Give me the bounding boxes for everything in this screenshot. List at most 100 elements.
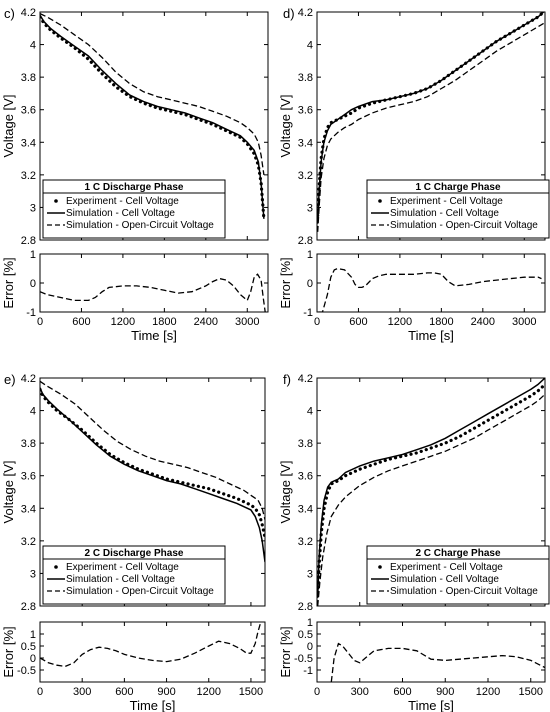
- x-tick-label: 0: [314, 686, 320, 698]
- y-tick-label: 1: [307, 249, 313, 261]
- y-tick-label: 0.5: [298, 629, 313, 641]
- y-tick-label: 3.2: [21, 170, 36, 182]
- y-tick-label: 0: [307, 641, 313, 653]
- x-tick-label: 1500: [519, 686, 543, 698]
- y-tick-label: 3.2: [298, 170, 313, 182]
- x-tick-label: 600: [72, 316, 90, 328]
- subplot-e-voltage: 2.8 3 3.2 3.4 3.6 3.8 4 4.2 Voltage [V] e) 2 C Dis…: [1, 372, 266, 613]
- y-tick-label: 0: [30, 653, 36, 665]
- x-tick-label: 2400: [471, 316, 495, 328]
- plot-area: [317, 12, 545, 232]
- x-tick-label: 0: [314, 316, 320, 328]
- plot-area: [40, 380, 265, 563]
- x-tick-label: 3000: [235, 316, 259, 328]
- panel-letter: e): [4, 372, 16, 387]
- x-tick-label: 1800: [152, 316, 176, 328]
- x-tick-label: 600: [393, 686, 411, 698]
- legend-entry: Simulation - Cell Voltage: [390, 574, 499, 585]
- x-tick-label: 300: [351, 686, 369, 698]
- y-tick-label: 3: [307, 568, 313, 580]
- legend-title: 1 C Charge Phase: [415, 182, 500, 193]
- y-tick-label: 3.4: [298, 503, 313, 515]
- y-tick-label: 4.2: [21, 7, 36, 19]
- y-tick-label: 3.6: [21, 471, 36, 483]
- legend-marker-dot: [378, 565, 382, 569]
- y-tick-label: 3.8: [298, 438, 313, 450]
- y-tick-label: 1: [30, 249, 36, 261]
- legend: 2 C Charge Phase Experiment - Cell Voltag…: [366, 545, 550, 605]
- y-tick-label: -1: [26, 307, 36, 319]
- panel-letter: d): [283, 6, 295, 21]
- plot-area: [40, 622, 262, 668]
- x-tick-label: 1800: [429, 316, 453, 328]
- legend-entry: Simulation - Cell Voltage: [390, 208, 499, 219]
- y-tick-label: 3.6: [298, 105, 313, 117]
- x-tick-label: 0: [37, 686, 43, 698]
- x-axis-label: Time [s]: [131, 328, 177, 343]
- series-experiment-cell-voltage: [40, 15, 266, 221]
- y-tick-label: 2.8: [21, 601, 36, 613]
- x-tick-label: 1200: [388, 316, 412, 328]
- x-axis-label: Time [s]: [408, 698, 454, 712]
- x-tick-label: 900: [157, 686, 175, 698]
- series-simulation-ocv: [317, 22, 544, 232]
- legend-marker-dot: [54, 565, 58, 569]
- legend-marker-dot: [378, 199, 382, 203]
- series-simulation-cell-voltage: [317, 12, 545, 224]
- axes-box: [316, 253, 546, 313]
- axes-box: [316, 11, 546, 241]
- legend-marker-dot: [54, 199, 58, 203]
- legend-entry: Experiment - Cell Voltage: [66, 196, 179, 207]
- series-simulation-ocv: [40, 380, 265, 520]
- y-tick-label: 3.4: [298, 137, 313, 149]
- y-tick-label: 4: [30, 40, 36, 52]
- legend-box: [366, 179, 550, 239]
- y-tick-label: 2.8: [298, 235, 313, 247]
- y-tick-label: 4.2: [298, 373, 313, 385]
- legend-box: [42, 545, 226, 605]
- x-axis-label: Time [s]: [408, 328, 454, 343]
- y-tick-label: 3.8: [298, 72, 313, 84]
- x-tick-label: 2400: [194, 316, 218, 328]
- legend-title: 1 C Discharge Phase: [85, 182, 184, 193]
- axes-box: [316, 377, 546, 607]
- y-tick-label: 1: [307, 617, 313, 629]
- plot-area: [330, 642, 545, 682]
- y-tick-label: -0.5: [17, 665, 36, 677]
- plot-area: [40, 13, 266, 221]
- series-experiment-cell-voltage: [317, 382, 545, 595]
- y-tick-label: -1: [303, 307, 313, 319]
- y-tick-label: 0: [307, 278, 313, 290]
- subplot-f-voltage: 2.8 3 3.2 3.4 3.6 3.8 4 4.2 Voltage [V] f) 2 C Cha…: [278, 372, 550, 613]
- y-tick-label: 3: [30, 202, 36, 214]
- subplot-c-voltage: 2.8 3 3.2 3.4 3.6 3.8 4 4.2 Voltage [V] c) 1 C Dis…: [1, 6, 269, 247]
- legend-title: 2 C Discharge Phase: [85, 548, 184, 559]
- legend-entry: Experiment - Cell Voltage: [390, 562, 503, 573]
- series-error: [40, 273, 266, 312]
- y-tick-label: 3.6: [21, 105, 36, 117]
- y-tick-label: 4: [307, 40, 313, 52]
- y-tick-label: 3.2: [298, 536, 313, 548]
- y-axis-label: Error [%]: [1, 626, 16, 677]
- y-tick-label: 3.8: [21, 72, 36, 84]
- y-tick-label: 0: [30, 278, 36, 290]
- plot-area: [317, 378, 545, 606]
- legend-box: [366, 545, 550, 605]
- x-tick-label: 3000: [512, 316, 536, 328]
- x-tick-label: 1200: [197, 686, 221, 698]
- axes-box: [316, 621, 546, 683]
- y-tick-label: 3: [307, 202, 313, 214]
- series-simulation-ocv: [40, 13, 265, 175]
- legend-title: 2 C Charge Phase: [415, 548, 500, 559]
- x-tick-label: 900: [436, 686, 454, 698]
- panel-letter: c): [4, 6, 15, 21]
- y-tick-label: 3.2: [21, 536, 36, 548]
- y-tick-label: 3: [30, 568, 36, 580]
- y-tick-label: 3.8: [21, 438, 36, 450]
- legend: 1 C Charge Phase Experiment - Cell Voltag…: [366, 179, 550, 239]
- y-tick-label: 3.4: [21, 137, 36, 149]
- y-axis-label: Voltage [V]: [278, 95, 293, 158]
- y-tick-label: 4: [307, 406, 313, 418]
